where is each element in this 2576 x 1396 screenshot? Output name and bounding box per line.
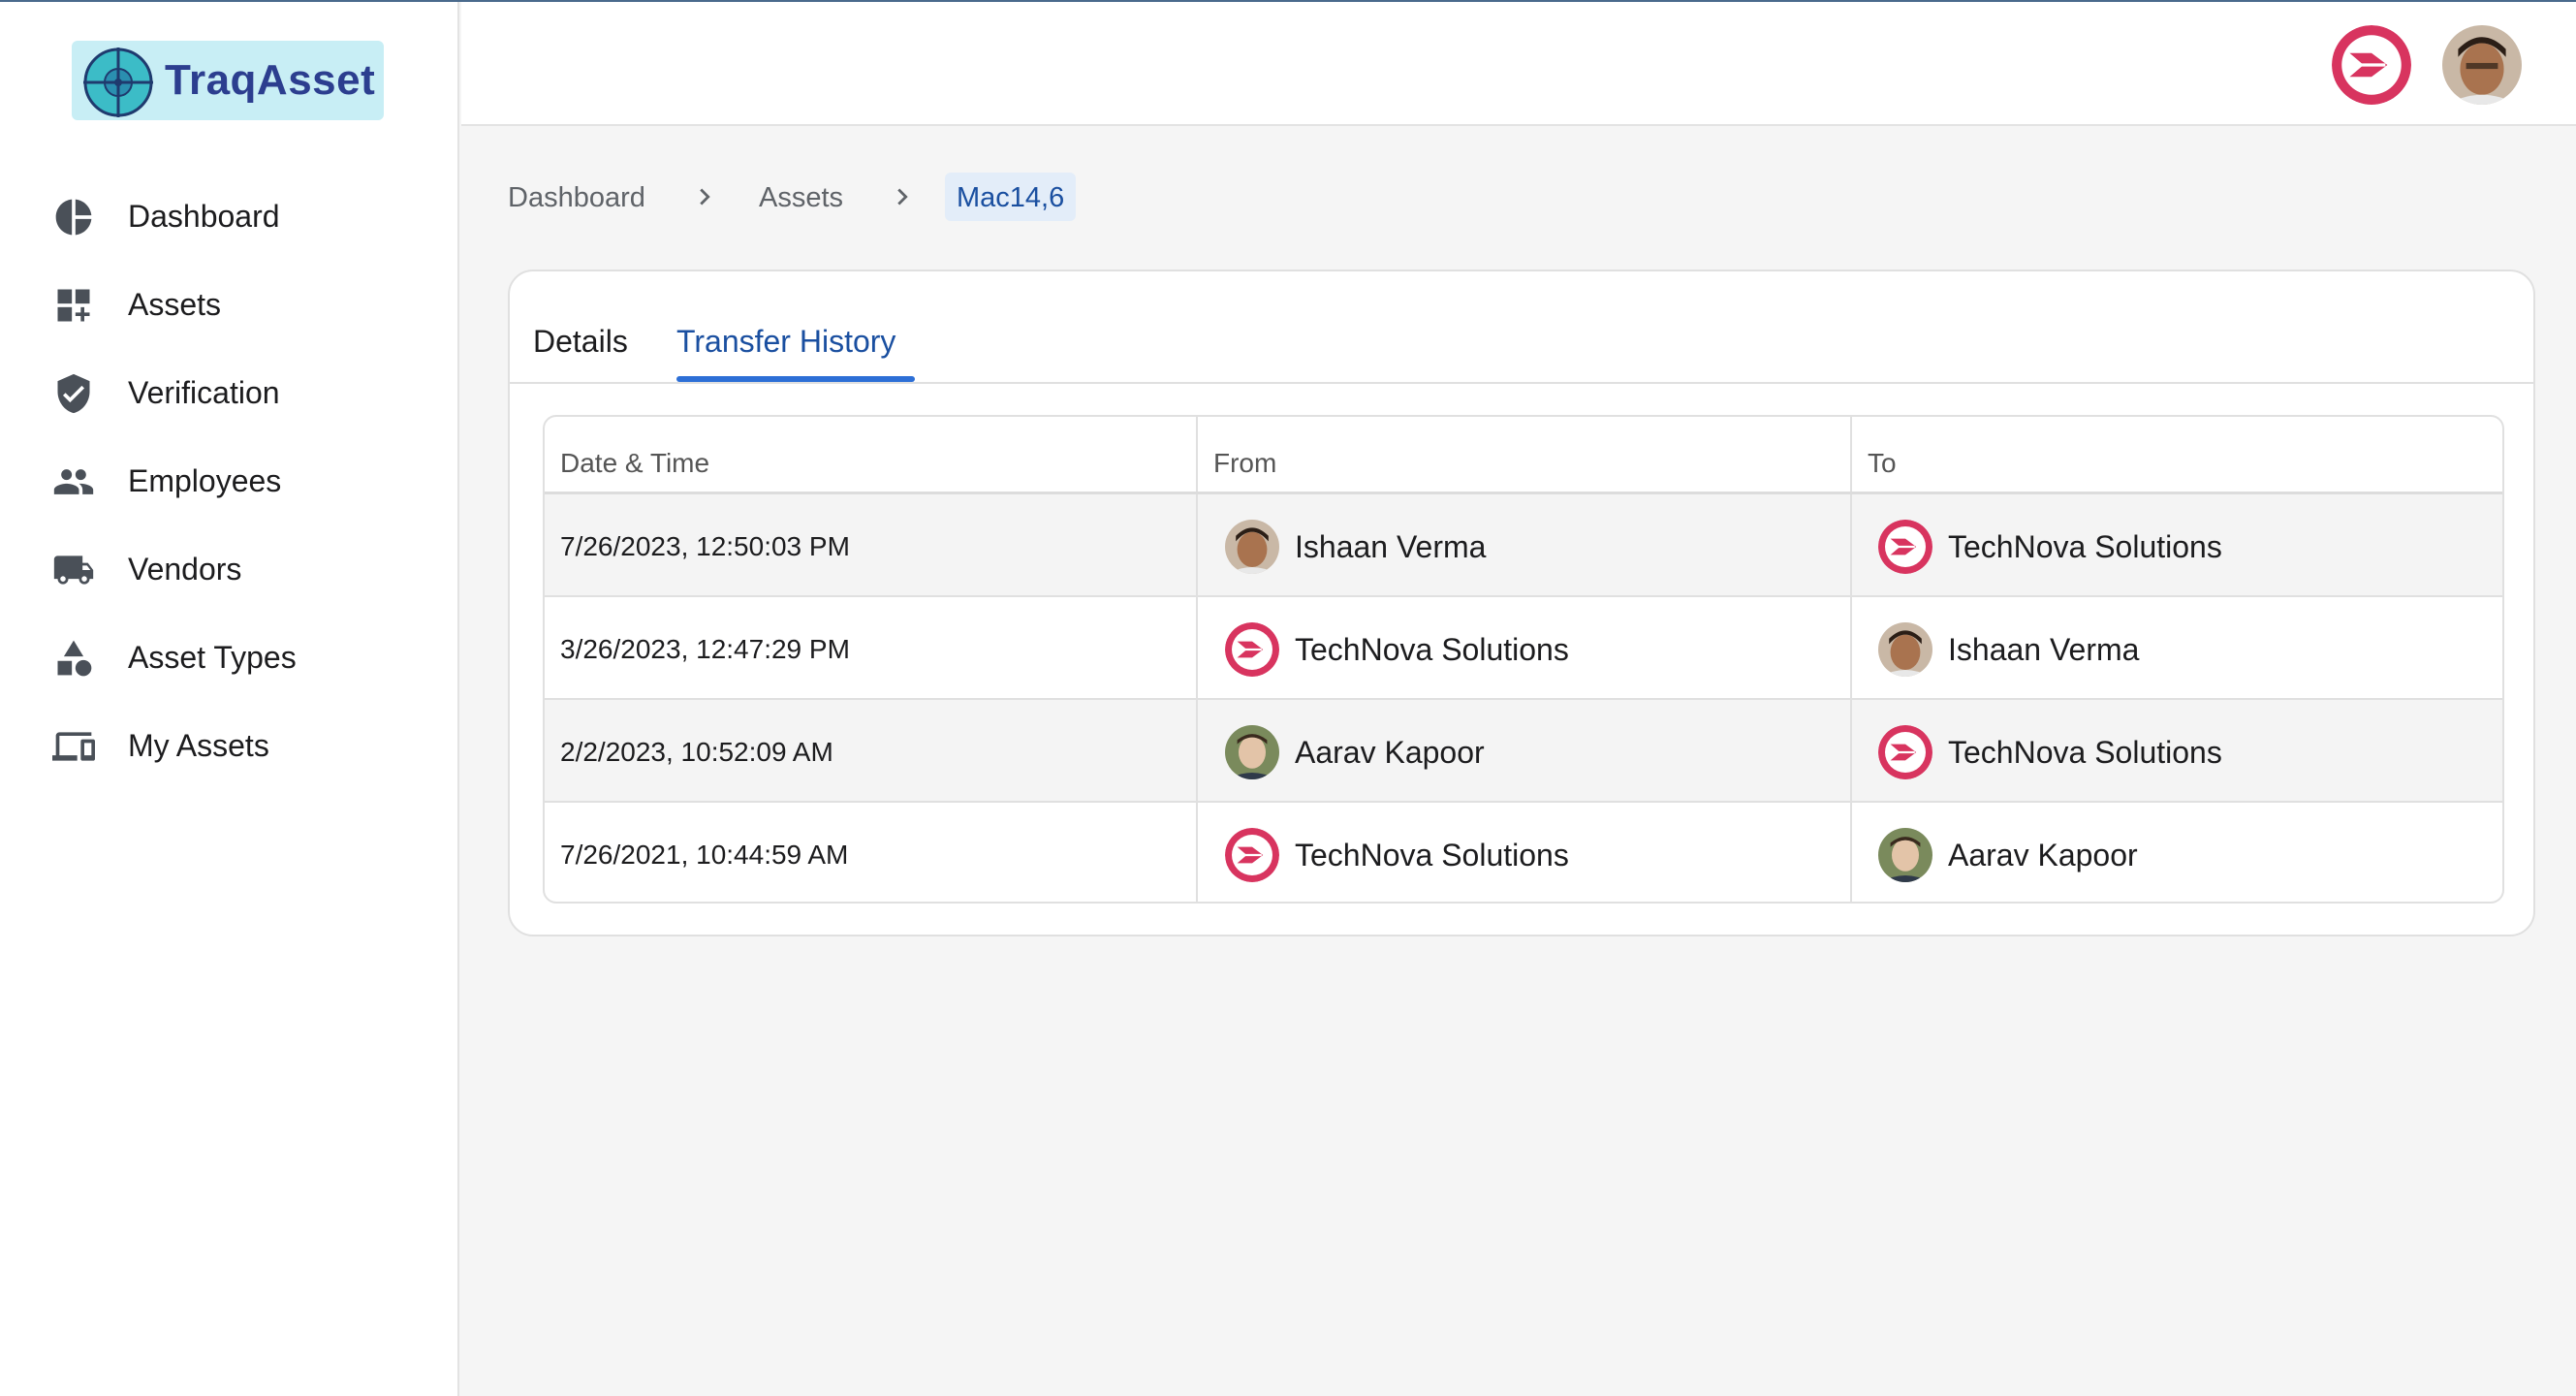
asset-card: Details Transfer History Date & Time Fro… — [508, 270, 2535, 936]
sidebar-item-label: Assets — [128, 287, 222, 322]
crosshair-logo-icon — [83, 48, 153, 117]
people-icon — [53, 469, 94, 494]
company-logo-icon — [1878, 520, 1932, 574]
company-avatar — [1878, 725, 1932, 779]
company-logo-icon — [2332, 25, 2411, 105]
column-divider — [1850, 700, 1852, 801]
table-header: Date & Time From To — [545, 417, 2502, 494]
person-photo-icon — [1878, 622, 1932, 677]
column-divider — [1196, 494, 1198, 595]
date-cell: 3/26/2023, 12:47:29 PM — [560, 634, 850, 664]
column-divider — [1196, 417, 1198, 492]
company-logo-icon — [1225, 828, 1279, 882]
party-name: TechNova Solutions — [1948, 735, 2222, 770]
column-divider — [1850, 417, 1852, 492]
sidebar-item-assets[interactable]: Assets — [0, 261, 457, 349]
user-photo-icon — [2442, 25, 2522, 105]
column-divider — [1196, 597, 1198, 698]
person-photo-icon — [1225, 520, 1279, 574]
column-header-date[interactable]: Date & Time — [560, 448, 710, 478]
sidebar: TraqAsset Dashboard Assets Verification — [0, 2, 459, 1396]
person-avatar — [1878, 622, 1932, 677]
sidebar-item-asset-types[interactable]: Asset Types — [0, 614, 457, 702]
shapes-icon — [57, 640, 92, 677]
table-row[interactable]: 7/26/2021, 10:44:59 AM TechNova Solution… — [545, 803, 2502, 902]
party-name: TechNova Solutions — [1295, 838, 1569, 872]
tab-details[interactable]: Details — [533, 324, 628, 359]
company-avatar — [1225, 828, 1279, 882]
column-divider — [1196, 700, 1198, 801]
date-cell: 2/2/2023, 10:52:09 AM — [560, 737, 833, 767]
party-name: Aarav Kapoor — [1295, 735, 1485, 770]
sidebar-item-label: Dashboard — [128, 199, 280, 234]
top-accent-line — [0, 0, 2576, 2]
organization-avatar[interactable] — [2332, 25, 2411, 105]
breadcrumb-assets[interactable]: Assets — [759, 182, 844, 213]
app-logo[interactable]: TraqAsset — [72, 41, 384, 120]
sidebar-item-label: Verification — [128, 375, 280, 410]
company-avatar — [1225, 622, 1279, 677]
company-logo-icon — [1225, 622, 1279, 677]
pie-chart-icon — [55, 199, 92, 236]
party-name: Ishaan Verma — [1295, 529, 1487, 564]
tab-transfer-history[interactable]: Transfer History — [676, 324, 896, 359]
column-header-from[interactable]: From — [1213, 448, 1277, 478]
sidebar-item-label: Employees — [128, 463, 282, 498]
breadcrumb-dashboard[interactable]: Dashboard — [508, 182, 645, 213]
sidebar-item-label: Asset Types — [128, 640, 297, 675]
party-name: Aarav Kapoor — [1948, 838, 2138, 872]
table-row[interactable]: 7/26/2023, 12:50:03 PM Ishaan Verma — [545, 494, 2502, 597]
person-avatar — [1878, 828, 1932, 882]
column-header-to[interactable]: To — [1868, 448, 1897, 478]
verified-shield-icon — [57, 373, 90, 414]
person-photo-icon — [1225, 725, 1279, 779]
chevron-right-icon — [897, 188, 908, 206]
sidebar-item-employees[interactable]: Employees — [0, 437, 457, 525]
active-tab-indicator — [676, 376, 915, 382]
sidebar-item-dashboard[interactable]: Dashboard — [0, 173, 457, 261]
person-photo-icon — [1878, 828, 1932, 882]
transfer-history-table: Date & Time From To 7/26/2023, 12:50:03 … — [543, 415, 2504, 904]
table-row[interactable]: 3/26/2023, 12:47:29 PM TechNova Solution… — [545, 597, 2502, 700]
column-divider — [1850, 494, 1852, 595]
date-cell: 7/26/2021, 10:44:59 AM — [560, 840, 849, 870]
column-divider — [1196, 803, 1198, 902]
tab-bar: Details Transfer History — [510, 271, 2533, 384]
person-avatar — [1225, 725, 1279, 779]
company-logo-icon — [1878, 725, 1932, 779]
column-divider — [1850, 597, 1852, 698]
chevron-right-icon — [700, 188, 710, 206]
sidebar-item-vendors[interactable]: Vendors — [0, 525, 457, 614]
column-divider — [1850, 803, 1852, 902]
top-header — [461, 2, 2576, 126]
sidebar-nav: Dashboard Assets Verification Employees — [0, 173, 457, 790]
party-name: Ishaan Verma — [1948, 632, 2140, 667]
sidebar-item-verification[interactable]: Verification — [0, 349, 457, 437]
party-name: TechNova Solutions — [1295, 632, 1569, 667]
sidebar-item-label: Vendors — [128, 552, 242, 587]
truck-icon — [53, 555, 94, 585]
party-name: TechNova Solutions — [1948, 529, 2222, 564]
table-row[interactable]: 2/2/2023, 10:52:09 AM Aarav Kapoor — [545, 700, 2502, 803]
company-avatar — [1878, 520, 1932, 574]
app-name: TraqAsset — [165, 56, 376, 104]
grid-add-icon — [57, 289, 90, 322]
person-avatar — [1225, 520, 1279, 574]
devices-icon — [52, 732, 95, 761]
sidebar-item-my-assets[interactable]: My Assets — [0, 702, 457, 790]
sidebar-item-label: My Assets — [128, 728, 269, 763]
date-cell: 7/26/2023, 12:50:03 PM — [560, 531, 850, 561]
user-avatar[interactable] — [2442, 25, 2522, 105]
breadcrumb-current: Mac14,6 — [945, 173, 1077, 221]
